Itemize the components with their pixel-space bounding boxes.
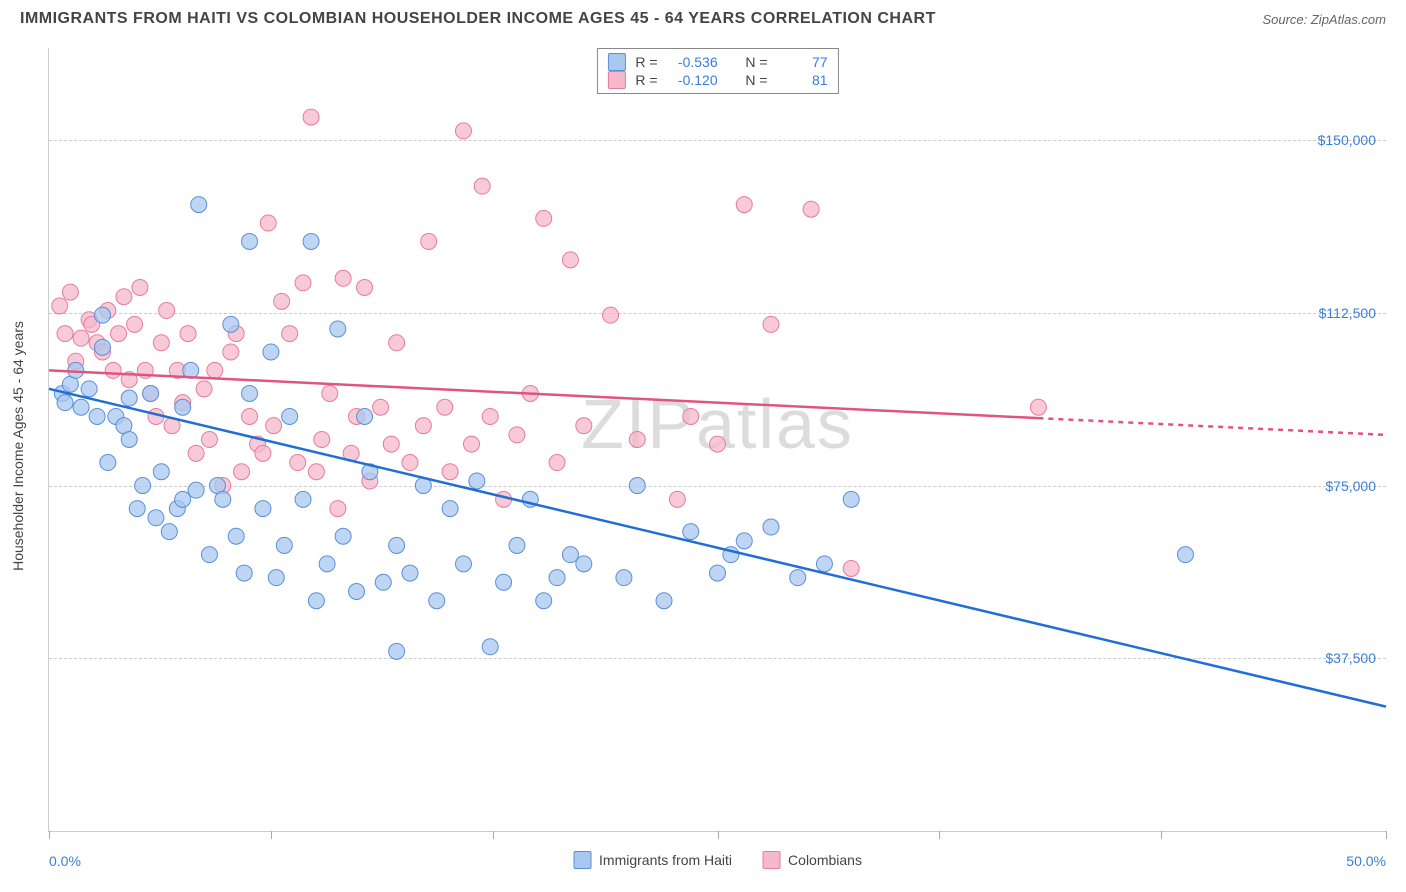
legend-swatch-2 xyxy=(607,71,625,89)
correlation-legend: R = -0.536 N = 77 R = -0.120 N = 81 xyxy=(596,48,838,94)
y-axis-title: Householder Income Ages 45 - 64 years xyxy=(10,321,26,571)
legend-row-series-2: R = -0.120 N = 81 xyxy=(607,71,827,89)
legend-swatch-icon xyxy=(762,851,780,869)
chart-plot-area: ZIPatlas R = -0.536 N = 77 R = -0.120 N … xyxy=(48,48,1386,832)
legend-item-2: Colombians xyxy=(762,851,862,869)
x-axis-max-label: 50.0% xyxy=(1346,853,1386,869)
series-legend: Immigrants from Haiti Colombians xyxy=(573,851,862,869)
r-value-1: -0.536 xyxy=(668,54,718,70)
legend-swatch-icon xyxy=(573,851,591,869)
legend-item-1: Immigrants from Haiti xyxy=(573,851,732,869)
chart-title: IMMIGRANTS FROM HAITI VS COLOMBIAN HOUSE… xyxy=(20,10,936,28)
source-attribution: Source: ZipAtlas.com xyxy=(1262,12,1386,27)
n-value-2: 81 xyxy=(778,72,828,88)
x-axis-min-label: 0.0% xyxy=(49,853,81,869)
legend-label-2: Colombians xyxy=(788,852,862,868)
r-value-2: -0.120 xyxy=(668,72,718,88)
legend-label-1: Immigrants from Haiti xyxy=(599,852,732,868)
legend-swatch-1 xyxy=(607,53,625,71)
n-value-1: 77 xyxy=(778,54,828,70)
scatter-svg xyxy=(49,48,1386,831)
legend-row-series-1: R = -0.536 N = 77 xyxy=(607,53,827,71)
